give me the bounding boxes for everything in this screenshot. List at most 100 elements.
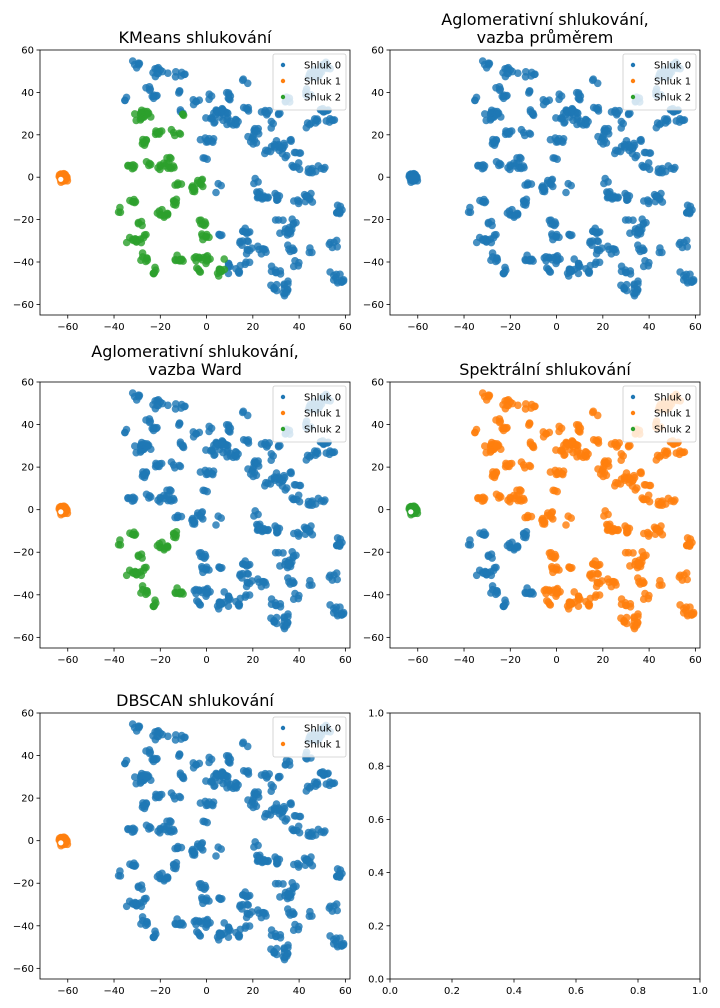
point-shluk-0 (466, 208, 475, 217)
point-shluk-0 (333, 277, 342, 285)
point-shluk-1 (603, 459, 612, 468)
point-shluk-0 (620, 142, 629, 150)
point-shluk-1 (526, 438, 535, 447)
point-shluk-1 (588, 574, 596, 582)
point-shluk-1 (582, 597, 590, 606)
point-shluk-0 (171, 405, 180, 413)
point-shluk-1 (621, 601, 630, 610)
x-tick-label: 40 (643, 655, 656, 666)
point-shluk-0 (265, 770, 274, 778)
point-shluk-1 (642, 481, 650, 489)
legend-entry: Shluk 0 (304, 393, 341, 404)
point-shluk-0 (134, 882, 143, 891)
point-shluk-0 (546, 179, 554, 188)
point-shluk-0 (207, 92, 216, 100)
point-shluk-0 (484, 218, 493, 227)
point-shluk-1 (617, 614, 625, 622)
point-shluk-0 (265, 439, 274, 447)
point-shluk-0 (305, 912, 314, 920)
point-shluk-0 (148, 755, 156, 764)
point-shluk-0 (136, 779, 145, 787)
y-tick-label: 0 (28, 836, 34, 847)
point-shluk-0 (508, 538, 516, 547)
point-shluk-0 (262, 478, 270, 487)
y-tick-label: 0.8 (368, 762, 384, 773)
point-shluk-0 (317, 164, 326, 173)
point-shluk-0 (202, 114, 210, 122)
point-shluk-1 (498, 424, 507, 433)
point-shluk-0 (241, 924, 249, 932)
point-shluk-2 (137, 589, 145, 597)
axes-frame (389, 49, 701, 316)
point-shluk-0 (148, 424, 156, 433)
point-shluk-0 (553, 155, 561, 163)
point-shluk-0 (199, 899, 207, 908)
chart-title: Spektrální shlukování (459, 360, 631, 379)
legend-entry: Shluk 1 (654, 409, 691, 420)
legend-marker (630, 94, 636, 100)
point-shluk-1 (655, 453, 664, 461)
y-tick-label: −20 (13, 548, 34, 559)
point-shluk-1 (543, 597, 551, 605)
point-shluk-2 (142, 110, 151, 118)
point-shluk-0 (232, 265, 240, 273)
point-shluk-1 (501, 404, 510, 413)
point-shluk-0 (154, 827, 162, 835)
point-shluk-0 (250, 512, 258, 520)
point-shluk-0 (591, 224, 599, 233)
point-shluk-0 (176, 793, 185, 802)
point-shluk-1 (637, 468, 645, 476)
point-shluk-0 (498, 92, 507, 101)
point-shluk-0 (305, 248, 314, 257)
point-shluk-0 (294, 822, 303, 831)
point-shluk-0 (160, 875, 169, 884)
point-shluk-0 (226, 117, 235, 126)
x-tick-label: −40 (453, 322, 474, 333)
point-shluk-1 (610, 524, 618, 533)
point-shluk-0 (134, 722, 143, 730)
point-shluk-1 (612, 478, 620, 487)
x-tick-label: 20 (246, 322, 259, 333)
point-shluk-0 (686, 208, 694, 217)
point-shluk-1 (542, 430, 551, 438)
chart-panel-5: −60 −40 −20 0 20 40 60 −60 −40 −20 0 20 40 60 DBSCAN s… (13, 691, 352, 997)
axes-frame (39, 381, 351, 649)
point-shluk-0 (290, 529, 298, 538)
point-shluk-1 (546, 468, 555, 476)
x-tick-label: 20 (596, 322, 609, 333)
point-shluk-0 (636, 229, 645, 238)
point-shluk-2 (193, 264, 201, 272)
point-shluk-0 (267, 450, 276, 458)
point-shluk-0 (193, 928, 201, 936)
point-shluk-0 (603, 127, 612, 135)
point-shluk-2 (142, 230, 150, 239)
point-shluk-0 (304, 497, 313, 506)
point-shluk-2 (190, 254, 199, 262)
x-tick-label: 40 (293, 986, 306, 997)
point-shluk-1 (608, 577, 617, 586)
point-shluk-0 (284, 574, 292, 582)
point-shluk-0 (220, 919, 228, 927)
point-shluk-0 (332, 236, 341, 245)
y-tick-label: 20 (21, 463, 34, 474)
point-shluk-0 (218, 564, 226, 572)
point-shluk-0 (317, 497, 326, 505)
point-shluk-1 (667, 497, 676, 505)
legend-marker (280, 725, 286, 731)
legend-marker (630, 426, 636, 432)
point-shluk-0 (122, 425, 131, 434)
point-shluk-0 (270, 805, 279, 814)
point-shluk-1 (636, 562, 645, 571)
x-tick-label: −40 (103, 986, 124, 997)
y-tick-label: 0.2 (368, 921, 384, 932)
point-shluk-0 (612, 146, 620, 155)
point-shluk-0 (305, 859, 314, 867)
point-shluk-1 (574, 596, 582, 604)
x-tick-label: −40 (453, 655, 474, 666)
point-shluk-0 (654, 165, 663, 173)
point-shluk-0 (267, 781, 276, 789)
point-shluk-0 (520, 200, 528, 209)
point-shluk-0 (305, 195, 314, 204)
point-shluk-0 (304, 165, 313, 173)
